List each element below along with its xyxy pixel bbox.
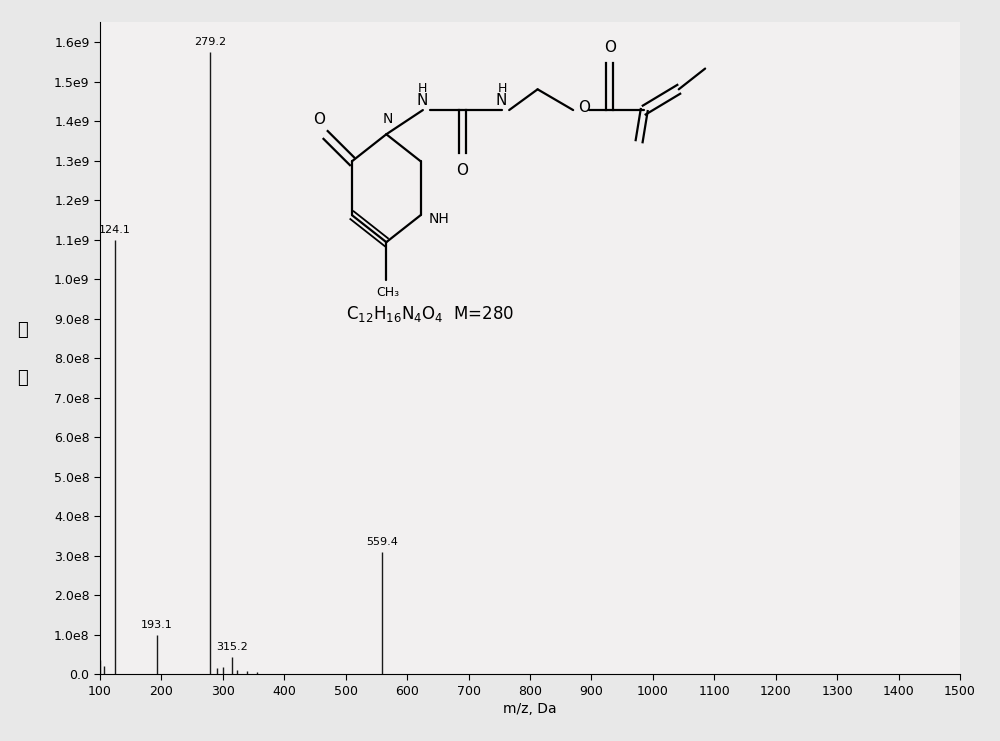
Text: NH: NH xyxy=(428,212,449,226)
Text: 279.2: 279.2 xyxy=(194,37,226,47)
Text: 559.4: 559.4 xyxy=(366,537,398,547)
Text: 193.1: 193.1 xyxy=(141,620,173,630)
Text: 124.1: 124.1 xyxy=(99,225,131,235)
Text: O: O xyxy=(578,101,590,116)
Text: 强: 强 xyxy=(17,321,27,339)
Text: CH₃: CH₃ xyxy=(376,286,399,299)
Text: 度: 度 xyxy=(17,369,27,387)
Text: N: N xyxy=(382,112,393,126)
Text: O: O xyxy=(314,112,326,127)
Text: C$_{12}$H$_{16}$N$_{4}$O$_{4}$  M=280: C$_{12}$H$_{16}$N$_{4}$O$_{4}$ M=280 xyxy=(346,304,514,324)
Text: O: O xyxy=(604,40,616,55)
Text: H: H xyxy=(497,82,507,95)
Text: H: H xyxy=(418,82,428,95)
Text: N: N xyxy=(416,93,428,108)
X-axis label: m/z, Da: m/z, Da xyxy=(503,702,557,716)
Text: N: N xyxy=(495,93,507,108)
Text: O: O xyxy=(456,162,468,178)
Text: 315.2: 315.2 xyxy=(216,642,248,652)
